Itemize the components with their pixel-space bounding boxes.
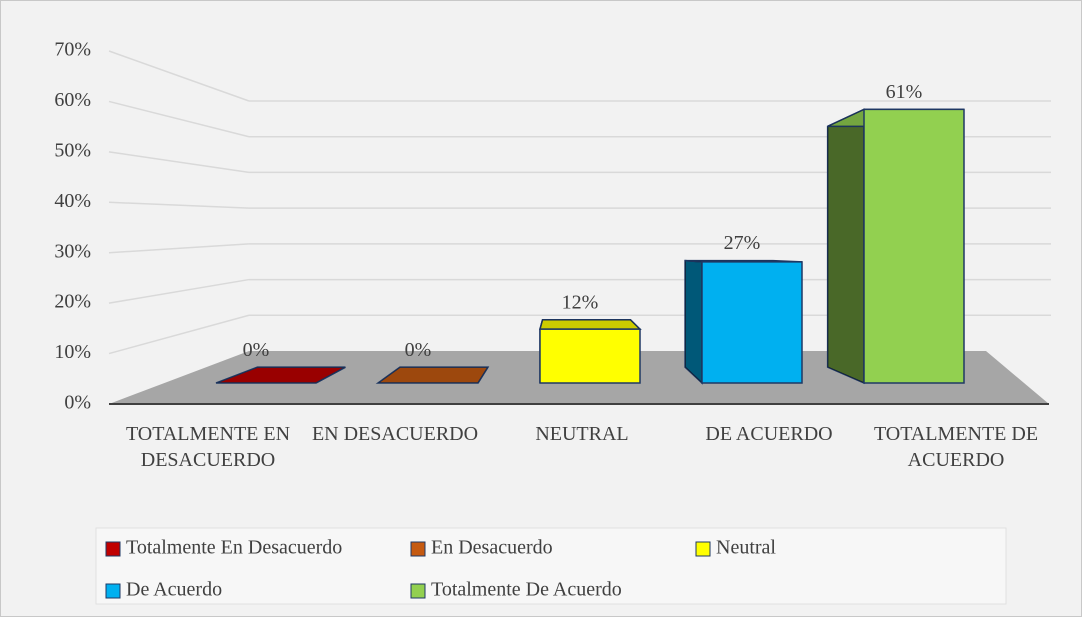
legend-box <box>95 527 1007 605</box>
bar-top-shade <box>540 319 640 330</box>
grid-line <box>108 243 250 254</box>
legend-swatch <box>695 541 711 557</box>
bar-top <box>215 366 346 384</box>
legend-swatch <box>105 541 121 557</box>
grid-line <box>108 151 250 174</box>
y-tick-label: 40% <box>54 190 91 212</box>
grid-line <box>108 100 250 138</box>
x-tick-label: TOTALMENTE DE ACUERDO <box>873 423 1039 471</box>
y-tick-label: 0% <box>64 392 91 414</box>
y-tick-label: 70% <box>54 39 91 61</box>
value-label: 0% <box>405 339 432 361</box>
bar-top <box>375 366 490 384</box>
bar-side-shade <box>827 109 864 383</box>
legend-label: Totalmente De Acuerdo <box>431 579 622 601</box>
value-label: 61% <box>886 81 923 103</box>
x-tick-label: EN DESACUERDO <box>311 423 479 445</box>
value-label: 12% <box>562 291 599 313</box>
legend-label: De Acuerdo <box>126 579 222 601</box>
legend-label: En Desacuerdo <box>431 537 553 559</box>
grid-line <box>108 201 250 209</box>
x-tick-label: TOTALMENTE EN DESACUERDO <box>125 423 291 471</box>
legend-swatch <box>410 541 426 557</box>
y-tick-label: 20% <box>54 291 91 313</box>
legend-swatch <box>410 583 426 599</box>
bar-side-shade <box>685 260 702 383</box>
bar <box>701 261 803 384</box>
value-label: 27% <box>724 232 761 254</box>
legend-swatch <box>105 583 121 599</box>
legend-label: Totalmente En Desacuerdo <box>126 537 342 559</box>
x-tick-label: NEUTRAL <box>535 423 629 445</box>
legend-label: Neutral <box>716 537 776 559</box>
bar <box>539 328 641 384</box>
grid-line <box>108 314 250 355</box>
x-tick-label: DE ACUERDO <box>705 423 833 445</box>
grid-line <box>108 50 250 102</box>
bar-top-shade <box>216 367 346 383</box>
y-tick-label: 30% <box>54 240 91 262</box>
y-tick-label: 50% <box>54 139 91 161</box>
bar <box>863 108 965 384</box>
bar-top-shade <box>378 367 488 383</box>
y-tick-label: 60% <box>54 89 91 111</box>
y-tick-label: 10% <box>54 341 91 363</box>
value-label: 0% <box>243 339 270 361</box>
grid-line <box>108 278 250 304</box>
